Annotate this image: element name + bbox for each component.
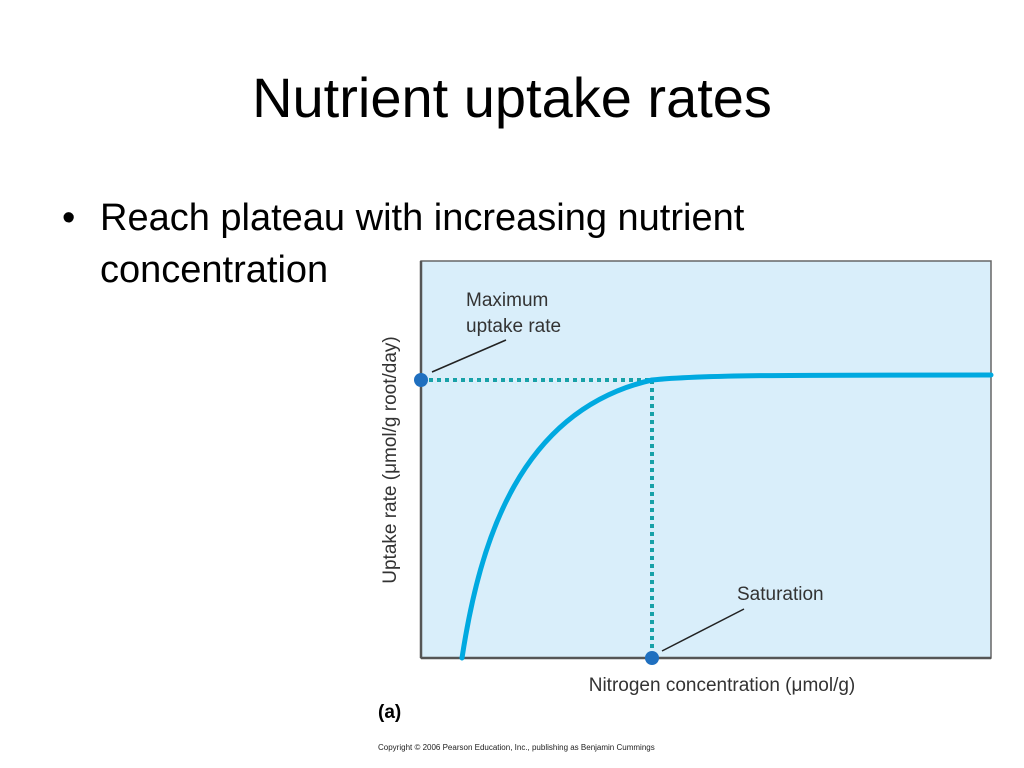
x-axis-label: Nitrogen concentration (μmol/g) <box>589 675 856 696</box>
max-uptake-leader <box>431 339 507 373</box>
bullet-line-1: Reach plateau with increasing nutrient <box>100 197 745 239</box>
plot-area <box>420 260 992 659</box>
max-uptake-label-line-1: Maximum <box>466 290 548 311</box>
panel-label: (a) <box>378 702 402 723</box>
slide-title: Nutrient uptake rates <box>252 66 772 129</box>
max-uptake-marker <box>414 373 428 387</box>
bullet-line-2: concentration <box>100 249 329 291</box>
uptake-curve <box>459 372 994 661</box>
saturation-leader <box>661 608 745 652</box>
copyright-notice: Copyright © 2006 Pearson Education, Inc.… <box>378 743 655 752</box>
max-uptake-label-line-2: uptake rate <box>466 316 561 337</box>
bullet-dot: • <box>62 197 76 239</box>
bullet-text: Reach plateau with increasing nutrient c… <box>100 192 930 296</box>
saturation-label: Saturation <box>737 584 824 605</box>
y-axis-label: Uptake rate (μmol/g root/day) <box>380 336 401 584</box>
saturation-marker <box>645 651 659 665</box>
